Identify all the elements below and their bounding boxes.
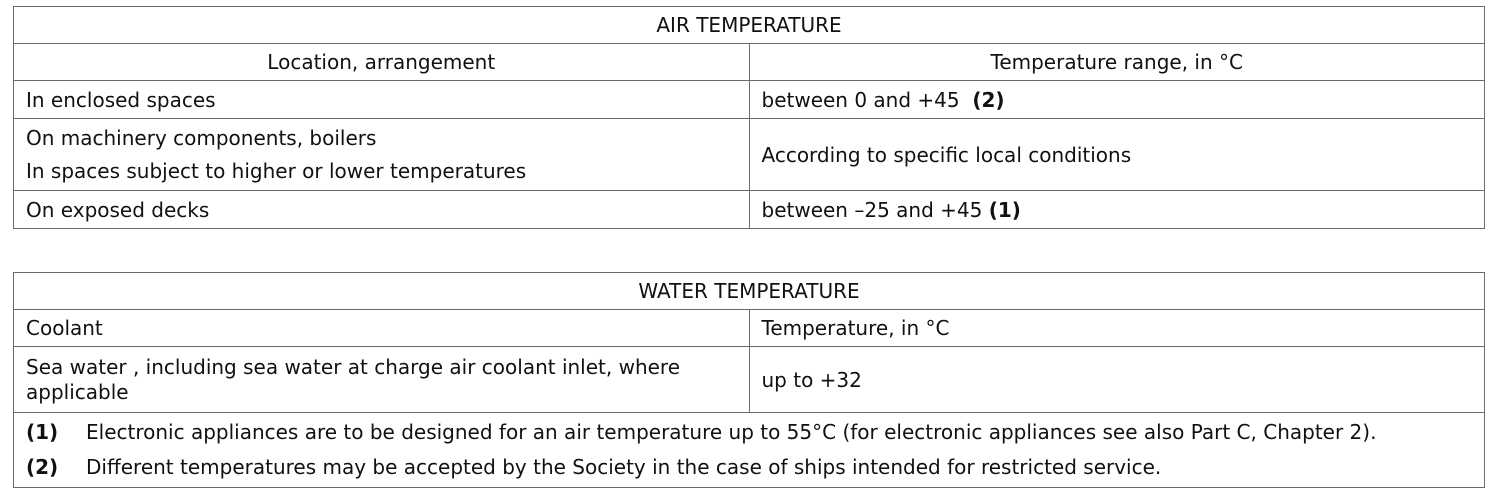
air-header-location: Location, arrangement <box>13 43 750 81</box>
air-row1-range-cell: between 0 and +45 (2) <box>748 80 1485 119</box>
footnote-2: (2) Different temperatures may be accepte… <box>26 450 1472 485</box>
water-temperature-table: WATER TEMPERATURE Coolant Temperature, i… <box>13 272 1485 488</box>
air-header-range: Temperature range, in °C <box>748 43 1485 81</box>
air-row2-location: On machinery components, boilers In spac… <box>13 118 750 191</box>
notes-row: (1) Electronic appliances are to be desig… <box>13 412 1485 488</box>
footnote-1: (1) Electronic appliances are to be desig… <box>26 415 1472 450</box>
table-row: In enclosed spaces between 0 and +45 (2) <box>13 80 1485 119</box>
air-row3-location: On exposed decks <box>13 190 750 229</box>
air-row3-range: between –25 and +45 <box>761 197 983 222</box>
footnote-1-text: Electronic appliances are to be designed… <box>86 420 1377 444</box>
air-row2-location-line1: On machinery components, boilers <box>26 125 377 150</box>
air-row3-range-cell: between –25 and +45 (1) <box>748 190 1485 229</box>
water-header-temperature: Temperature, in °C <box>748 309 1485 347</box>
air-row2-range: According to specific local conditions <box>748 118 1485 191</box>
water-row1-coolant-line1: Sea water , including sea water at charg… <box>26 354 681 379</box>
air-row2-location-line2: In spaces subject to higher or lower tem… <box>26 158 527 183</box>
footnote-2-number: (2) <box>26 455 59 479</box>
air-table-title: AIR TEMPERATURE <box>13 6 1485 44</box>
air-row1-range: between 0 and +45 <box>761 87 960 112</box>
table-row: Sea water , including sea water at charg… <box>13 346 1485 413</box>
footnotes: (1) Electronic appliances are to be desig… <box>13 412 1485 488</box>
air-temperature-table: AIR TEMPERATURE Location, arrangement Te… <box>13 6 1485 229</box>
air-row3-note-ref: (1) <box>988 197 1021 222</box>
table-row: On machinery components, boilers In spac… <box>13 118 1485 191</box>
air-row1-location: In enclosed spaces <box>13 80 750 119</box>
water-table-title: WATER TEMPERATURE <box>13 272 1485 310</box>
table-row: On exposed decks between –25 and +45 (1) <box>13 190 1485 229</box>
water-row1-coolant: Sea water , including sea water at charg… <box>13 346 750 413</box>
water-header-coolant: Coolant <box>13 309 750 347</box>
water-row1-coolant-line2: applicable <box>26 379 129 404</box>
footnote-2-text: Different temperatures may be accepted b… <box>86 455 1162 479</box>
footnote-1-number: (1) <box>26 420 59 444</box>
air-row1-note-ref: (2) <box>972 87 1005 112</box>
water-row1-temp: up to +32 <box>748 346 1485 413</box>
